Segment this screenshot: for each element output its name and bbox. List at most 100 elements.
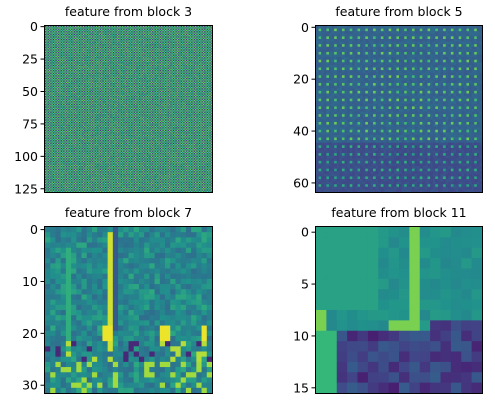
heatmap-cell (135, 37, 137, 40)
heatmap-cell (125, 28, 128, 31)
heatmap-cell (168, 35, 171, 37)
heatmap-cell (167, 33, 170, 36)
heatmap-cell (54, 31, 56, 33)
heatmap-cell (191, 29, 193, 32)
heatmap-cell (63, 35, 65, 37)
heatmap-cell (181, 32, 184, 35)
heatmap-cell (162, 27, 165, 29)
heatmap-cell (145, 29, 148, 32)
heatmap-cell (68, 29, 71, 32)
heatmap-cell (142, 35, 145, 37)
heatmap-cell (163, 27, 166, 29)
heatmap-cell (75, 31, 77, 33)
heatmap-cell (90, 37, 93, 40)
heatmap-cell (127, 33, 129, 36)
heatmap-cell (120, 26, 123, 28)
heatmap-cell (189, 33, 192, 36)
heatmap-cell (111, 32, 114, 35)
heatmap-cell (187, 33, 189, 36)
heatmap-cell (168, 38, 171, 41)
heatmap-cell (125, 37, 128, 40)
heatmap-cell (166, 27, 169, 29)
heatmap-cell (119, 26, 122, 28)
heatmap-cell (172, 27, 175, 29)
heatmap-cell (120, 35, 123, 37)
heatmap-cell (206, 36, 209, 39)
heatmap-cell (141, 37, 144, 40)
heatmap-cell (165, 32, 167, 35)
heatmap-cell (193, 28, 196, 31)
heatmap-cell (149, 32, 152, 35)
heatmap-cell (88, 36, 90, 39)
heatmap-cell (45, 26, 47, 28)
heatmap-cell (137, 28, 140, 31)
heatmap-cell (91, 38, 94, 41)
heatmap-cell (103, 28, 106, 31)
heatmap-cell (155, 32, 158, 35)
heatmap-cell (127, 36, 129, 39)
heatmap-cell (85, 33, 88, 36)
heatmap-cell (145, 28, 148, 31)
heatmap-cell (81, 26, 84, 28)
heatmap-cell (94, 32, 97, 35)
heatmap-cell (171, 38, 174, 41)
heatmap-cell (95, 36, 98, 39)
heatmap-cell (150, 32, 153, 35)
heatmap-cell (46, 35, 48, 37)
heatmap-cell (204, 36, 206, 39)
heatmap-cell (191, 31, 193, 33)
heatmap-cell (105, 31, 107, 33)
heatmap-cell (72, 31, 75, 33)
heatmap-cell (146, 28, 149, 31)
heatmap-cell (172, 35, 175, 37)
heatmap-cell (201, 36, 204, 39)
heatmap-cell (206, 27, 209, 29)
heatmap-cell (93, 26, 95, 28)
heatmap-cell (50, 26, 52, 28)
heatmap-cell (148, 32, 150, 35)
heatmap-cell (88, 31, 90, 33)
heatmap-cell (131, 27, 133, 29)
heatmap-cell (90, 29, 93, 32)
heatmap-cell (63, 33, 65, 36)
heatmap-cell (159, 38, 162, 41)
heatmap-cell (180, 26, 183, 28)
heatmap-cell (174, 38, 176, 41)
heatmap-cell (178, 35, 180, 37)
heatmap-cell (46, 26, 48, 28)
heatmap-cell (144, 32, 146, 35)
heatmap-cell (115, 31, 118, 33)
heatmap-cell (64, 37, 67, 40)
heatmap-cell (111, 27, 114, 29)
heatmap-cell (187, 27, 189, 29)
heatmap-cell (163, 26, 166, 28)
heatmap-cell (128, 26, 131, 28)
heatmap-cell (168, 36, 171, 39)
heatmap-cell (162, 31, 165, 33)
heatmap-cell (146, 29, 149, 32)
heatmap-cell (125, 27, 128, 29)
heatmap-cell (132, 29, 135, 32)
heatmap-cell (75, 36, 77, 39)
heatmap-cell (108, 33, 111, 36)
heatmap-cell (63, 32, 65, 35)
heatmap-cell (133, 35, 136, 37)
heatmap-cell (89, 32, 92, 35)
heatmap-cell (136, 29, 139, 32)
heatmap-cell (81, 38, 84, 41)
heatmap-cell (127, 37, 129, 40)
heatmap-cell (149, 38, 152, 41)
heatmap-cell (47, 31, 50, 33)
heatmap-cell (189, 36, 192, 39)
heatmap-cell (137, 33, 140, 36)
heatmap-cell (71, 32, 73, 35)
heatmap-cell (69, 38, 72, 41)
heatmap-cell (69, 29, 72, 32)
heatmap-cell (180, 38, 183, 41)
heatmap-cell (131, 37, 133, 40)
heatmap-cell (116, 35, 119, 37)
heatmap-cell (185, 29, 188, 32)
heatmap-cell (142, 38, 145, 41)
heatmap-cell (154, 26, 157, 28)
